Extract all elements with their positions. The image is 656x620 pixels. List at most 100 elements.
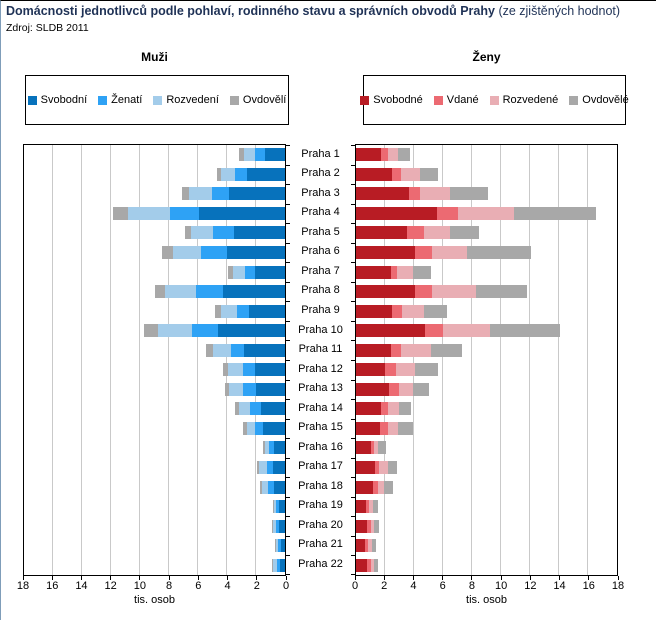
- category-tick: [286, 223, 290, 225]
- category-label: Praha 1: [301, 147, 340, 160]
- bar-row: [356, 382, 430, 396]
- bar-row: [356, 441, 387, 455]
- bar-segment: [424, 324, 443, 338]
- bar-row: [356, 167, 438, 181]
- category-tick: [286, 203, 290, 205]
- bar-row: [356, 539, 377, 553]
- bar-segment: [243, 343, 285, 357]
- bar-segment: [279, 500, 285, 514]
- bar-segment: [263, 421, 285, 435]
- x-axis-tick-label: 2: [381, 580, 388, 592]
- bar-segment: [408, 187, 420, 201]
- bar-segment: [356, 382, 390, 396]
- bar-row: [356, 519, 380, 533]
- category-tick: [351, 555, 355, 557]
- legend-item: Ovdovělí: [229, 94, 286, 106]
- bar-row: [356, 363, 438, 377]
- x-axis-tick-label: 18: [611, 580, 625, 592]
- x-axis-tick: [227, 576, 229, 580]
- bar-segment: [242, 421, 247, 435]
- bar-segment: [450, 187, 488, 201]
- bar-segment: [398, 402, 412, 416]
- category-tick: [351, 379, 355, 381]
- bar-segment: [279, 519, 285, 533]
- bar-segment: [374, 461, 380, 474]
- gridline: [168, 145, 169, 575]
- category-label: Praha 15: [298, 421, 343, 434]
- x-axis-tick-label: 6: [439, 580, 446, 592]
- category-tick: [351, 496, 355, 498]
- category-tick: [286, 516, 290, 518]
- bar-segment: [356, 246, 416, 259]
- category-tick: [286, 360, 290, 361]
- chart-title-note: (ze zjištěných hodnot): [494, 4, 621, 18]
- category-label: Praha 18: [298, 479, 343, 492]
- x-axis-tick: [22, 576, 24, 580]
- x-axis-tick: [197, 576, 199, 580]
- bar-row: [271, 558, 285, 572]
- bar-segment: [381, 402, 388, 416]
- x-axis-tick: [529, 576, 531, 580]
- bar-segment: [234, 226, 285, 240]
- bar-row: [216, 167, 285, 181]
- bar-segment: [143, 324, 159, 338]
- bar-row: [356, 500, 378, 514]
- bar-segment: [400, 167, 420, 181]
- x-axis-tick: [383, 576, 385, 580]
- bar-row: [227, 265, 285, 279]
- bar-row: [242, 421, 285, 435]
- bar-segment: [432, 246, 467, 259]
- bar-segment: [269, 441, 275, 455]
- gridline: [558, 145, 559, 575]
- bar-segment: [227, 246, 285, 259]
- bar-row: [356, 304, 448, 318]
- legend-item: Vdané: [433, 94, 479, 106]
- category-label: Praha 17: [298, 460, 343, 473]
- bar-segment: [192, 324, 218, 338]
- bar-segment: [424, 226, 450, 240]
- category-label: Praha 16: [298, 440, 343, 453]
- bar-segment: [255, 265, 285, 279]
- bar-segment: [113, 206, 128, 220]
- category-label: Praha 10: [298, 323, 343, 336]
- bar-segment: [211, 187, 230, 201]
- category-label: Praha 3: [301, 186, 340, 199]
- bar-segment: [267, 480, 275, 494]
- bar-segment: [387, 148, 399, 162]
- bar-segment: [370, 441, 375, 455]
- category-tick: [286, 438, 290, 440]
- bar-row: [356, 402, 412, 416]
- legend-swatch-icon: [153, 95, 163, 105]
- bar-segment: [356, 265, 391, 279]
- bar-segment: [184, 226, 191, 240]
- category-label: Praha 22: [298, 557, 343, 570]
- bar-segment: [277, 558, 280, 572]
- bar-segment: [389, 382, 399, 396]
- legend-label: Svobodné: [373, 94, 423, 106]
- bar-segment: [390, 265, 397, 279]
- men-x-axis-ticks: [22, 576, 287, 581]
- category-tick: [351, 301, 355, 303]
- bar-row: [356, 343, 462, 357]
- bar-segment: [398, 421, 414, 435]
- women-plot: [351, 144, 618, 576]
- bar-row: [356, 324, 560, 338]
- bar-segment: [173, 246, 201, 259]
- bar-row: [274, 539, 285, 553]
- bar-segment: [242, 363, 256, 377]
- category-tick: [351, 399, 355, 401]
- category-tick: [351, 438, 355, 440]
- women-x-axis-labels: 0 2 4 6 8 10 12 14 16 18: [352, 580, 624, 593]
- x-axis-tick: [442, 576, 444, 580]
- bar-segment: [366, 500, 370, 514]
- x-axis-tick-label: 14: [75, 580, 88, 592]
- bar-segment: [273, 500, 275, 514]
- gridline: [51, 145, 53, 575]
- bar-segment: [415, 285, 433, 299]
- category-tick: [286, 574, 290, 575]
- x-axis-tick-label: 10: [494, 580, 508, 592]
- x-axis-tick-label: 4: [410, 580, 417, 592]
- bar-segment: [356, 148, 382, 162]
- category-tick: [286, 145, 290, 146]
- legend-swatch-icon: [360, 95, 370, 105]
